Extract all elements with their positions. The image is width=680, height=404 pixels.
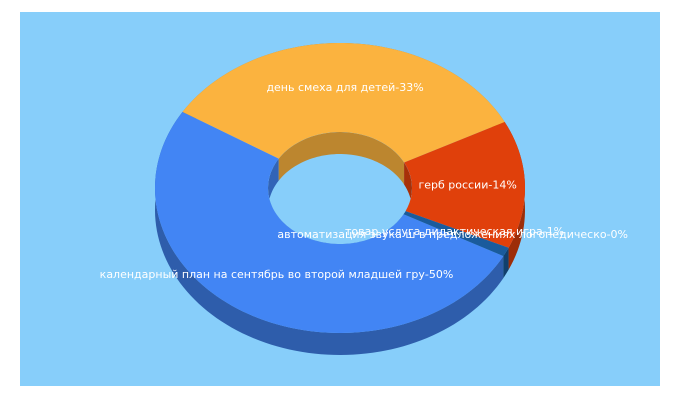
slice-side xyxy=(503,247,509,279)
slice-label-name: календарный план на сентябрь во второй м… xyxy=(100,268,426,281)
slice xyxy=(182,43,505,163)
slice xyxy=(403,211,509,257)
slice-label-value: -33% xyxy=(395,81,423,94)
slice xyxy=(155,111,504,333)
slice-label-name: день смеха для детей xyxy=(266,81,395,94)
slice-label: автоматизация звука ш в предложениях лог… xyxy=(277,228,628,241)
slice-inner-side xyxy=(278,132,405,185)
slice-label: день смеха для детей-33% xyxy=(266,81,423,94)
slice-labels: календарный план на сентябрь во второй м… xyxy=(100,81,628,281)
slice-label-name: товар услуга дидактическая игра xyxy=(345,225,543,238)
slice-label-name: автоматизация звука ш в предложениях лог… xyxy=(277,228,606,241)
slice xyxy=(404,121,525,248)
slice-label: календарный план на сентябрь во второй м… xyxy=(100,268,454,281)
slice-label-name: герб россии xyxy=(418,179,488,192)
slice-label: товар услуга дидактическая игра-1% xyxy=(345,225,564,238)
slice-tops xyxy=(155,43,525,333)
slice-label-value: -50% xyxy=(425,268,453,281)
slice-label-value: -0% xyxy=(607,228,628,241)
slice-label-value: -14% xyxy=(488,179,516,192)
slice-label: герб россии-14% xyxy=(418,179,516,192)
slice-label-value: -1% xyxy=(543,225,564,238)
